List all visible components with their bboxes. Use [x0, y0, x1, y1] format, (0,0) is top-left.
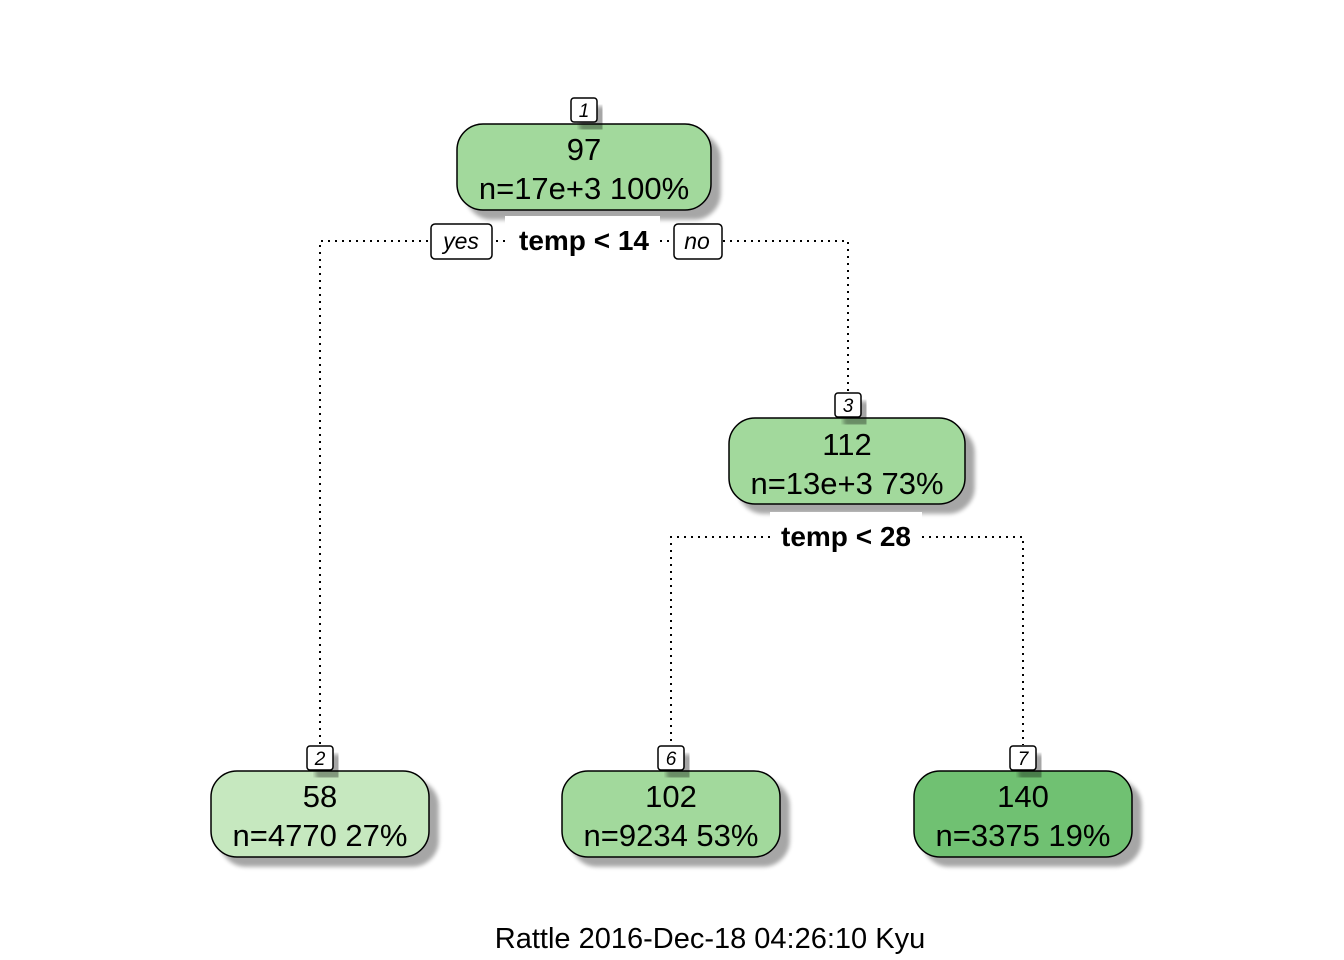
edge-1-to-3: [660, 240, 849, 393]
node-value: 58: [303, 779, 337, 814]
tree-node-6: 102 n=9234 53%: [561, 770, 781, 858]
caption: Rattle 2016-Dec-18 04:26:10 Kyu: [495, 923, 925, 955]
node-number-badge-3: 3: [834, 392, 862, 418]
node-number: 3: [843, 396, 854, 417]
tree-node-1: 97 n=17e+3 100%: [456, 123, 712, 211]
edge-3-to-6: [670, 536, 770, 745]
edge-3-to-7: [922, 536, 1024, 745]
node-box: [561, 770, 781, 858]
node-stats: n=13e+3 73%: [750, 466, 943, 501]
node-number-badge-6: 6: [657, 745, 685, 771]
node-box: [456, 123, 712, 211]
edge-1-to-2: [319, 240, 505, 745]
node-box: [913, 770, 1133, 858]
node-number-badge-2: 2: [306, 745, 334, 771]
node-value: 97: [567, 132, 601, 167]
no-branch-label: no: [673, 223, 723, 260]
yes-branch-label: yes: [430, 223, 493, 260]
node-number: 2: [314, 749, 326, 770]
tree-node-2: 58 n=4770 27%: [210, 770, 430, 858]
node-number: 7: [1018, 749, 1030, 770]
split-label-temp-lt-28: temp < 28: [781, 521, 911, 552]
node-stats: n=4770 27%: [233, 818, 408, 853]
no-text: no: [684, 228, 710, 254]
split-label-temp-lt-14: temp < 14: [519, 225, 649, 256]
tree-node-3: 112 n=13e+3 73%: [728, 417, 966, 505]
node-stats: n=9234 53%: [584, 818, 759, 853]
node-box: [210, 770, 430, 858]
tree-node-7: 140 n=3375 19%: [913, 770, 1133, 858]
node-number: 1: [579, 101, 590, 122]
node-value: 140: [997, 779, 1049, 814]
node-number: 6: [666, 749, 677, 770]
node-number-badge-1: 1: [570, 97, 598, 123]
node-box: [728, 417, 966, 505]
node-stats: n=17e+3 100%: [479, 171, 689, 206]
yes-text: yes: [441, 228, 479, 254]
node-value: 112: [822, 427, 871, 462]
node-value: 102: [645, 779, 697, 814]
node-number-badge-7: 7: [1009, 745, 1037, 771]
node-stats: n=3375 19%: [936, 818, 1111, 853]
